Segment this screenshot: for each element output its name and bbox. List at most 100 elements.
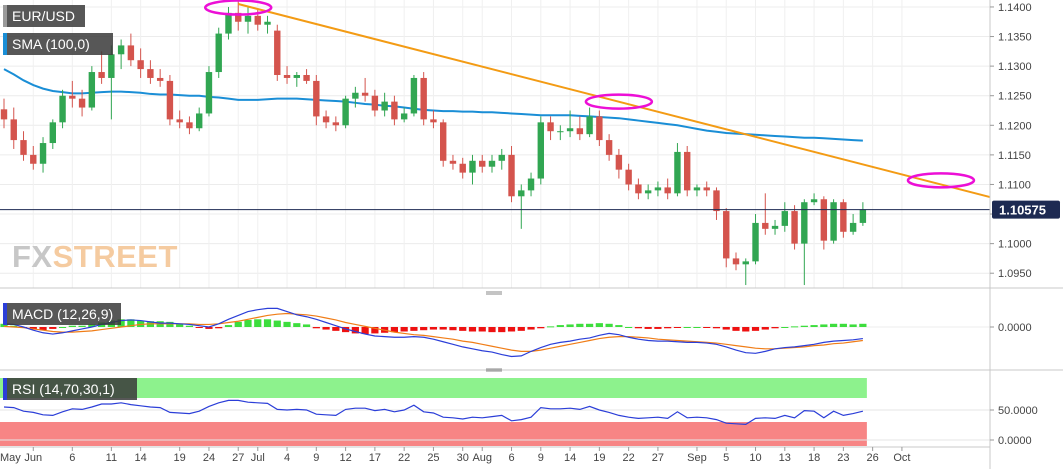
candle-body — [732, 258, 740, 265]
macd-histogram-bar — [556, 325, 564, 327]
macd-histogram-bar — [595, 323, 603, 327]
candle-body — [547, 122, 554, 132]
y-tick-label: 1.1000 — [998, 239, 1032, 251]
macd-histogram-bar — [830, 323, 838, 327]
x-tick-label: 30 — [457, 452, 469, 464]
macd-histogram-bar — [527, 327, 535, 330]
candle-body — [303, 75, 310, 81]
macd-histogram-bar — [29, 327, 37, 330]
x-tick-label: 14 — [135, 452, 147, 464]
macd-histogram-bar — [546, 326, 555, 328]
candle-body — [713, 190, 720, 212]
macd-histogram-bar — [88, 324, 96, 327]
highlight-layer — [203, 0, 976, 189]
candle-body — [449, 160, 457, 164]
macd-histogram-bar — [234, 321, 242, 327]
macd-histogram-bar — [615, 325, 623, 327]
macd-histogram-bar — [537, 327, 545, 329]
macd-histogram-bar — [361, 327, 369, 335]
x-tick-label: 17 — [369, 452, 381, 464]
candle-body — [225, 12, 232, 34]
candle-body — [166, 80, 174, 120]
candle-body — [762, 222, 769, 229]
macd-panel — [0, 307, 990, 358]
x-tick-label: 14 — [564, 452, 576, 464]
macd-histogram-bar — [859, 323, 867, 327]
macd-histogram-bar — [420, 327, 428, 331]
x-tick-label: 5 — [723, 452, 729, 464]
macd-histogram-bar — [390, 327, 398, 333]
macd-histogram-bar — [625, 327, 633, 328]
candle-body — [820, 199, 828, 241]
x-tick-label: 12 — [339, 452, 351, 464]
y-tick-label: 1.1100 — [998, 179, 1031, 191]
macd-histogram-bar — [800, 325, 808, 327]
candle-body — [430, 119, 437, 123]
x-tick-label: 19 — [593, 452, 605, 464]
candle-body — [254, 15, 261, 25]
rsi-bands — [0, 378, 867, 446]
candle-body — [410, 77, 418, 114]
candle-body — [147, 69, 154, 78]
x-tick-label: 6 — [508, 452, 514, 464]
macd-histogram-bar — [742, 327, 750, 332]
macd-histogram-bar — [263, 319, 272, 327]
macd-histogram-bar — [127, 319, 135, 327]
macd-label: MACD (12,26,9) — [12, 306, 113, 322]
x-tick-label: 27 — [652, 452, 664, 464]
macd-histogram-bar — [605, 323, 613, 327]
macd-lines — [3, 307, 863, 358]
macd-histogram-bar — [586, 323, 594, 327]
candle-body — [566, 128, 574, 132]
macd-histogram-bar — [810, 325, 818, 327]
candle-body — [440, 122, 447, 161]
candle-body — [88, 72, 96, 108]
candle-body — [791, 211, 798, 244]
x-tick-label: Aug — [472, 452, 492, 464]
candle-body — [479, 160, 486, 167]
candle-body — [156, 77, 164, 81]
x-tick-label: 27 — [232, 452, 244, 464]
highlight-ellipse — [906, 172, 976, 189]
candle-body — [654, 187, 662, 191]
candle-body — [810, 199, 818, 203]
x-tick-label: 4 — [284, 452, 290, 464]
x-tick-label: May — [0, 452, 21, 464]
y-tick-label: 1.1350 — [998, 32, 1032, 44]
macd-histogram-bar — [0, 323, 8, 327]
watermark-suffix: STREET — [53, 239, 178, 274]
macd-histogram-bar — [849, 324, 857, 327]
candle-body — [693, 187, 701, 191]
legend-rsi: RSI (14,70,30,1) — [3, 378, 137, 400]
candle-body — [10, 119, 17, 141]
candle-body — [20, 140, 27, 155]
trendline-layer — [237, 3, 991, 199]
resize-handle-macd[interactable] — [486, 291, 502, 295]
y-tick-label: 1.1250 — [998, 91, 1032, 103]
macd-histogram-bar — [703, 327, 711, 328]
candle-body — [674, 151, 681, 194]
macd-histogram-bar — [781, 327, 789, 328]
watermark-text: FXSTREET — [12, 239, 178, 274]
macd-histogram-bar — [39, 327, 47, 331]
macd-histogram-bar — [224, 325, 233, 327]
x-tick-label: 24 — [203, 452, 215, 464]
candle-body — [30, 154, 37, 164]
x-tick-label: Sep — [687, 452, 707, 464]
watermark-prefix: FX — [12, 239, 53, 274]
candle-body — [322, 116, 330, 123]
macd-histogram-bar — [176, 323, 184, 327]
macd-histogram-bar — [322, 327, 330, 330]
rsi-overbought-band — [0, 378, 867, 398]
macd-histogram-bar — [58, 327, 67, 328]
candle-body — [557, 131, 564, 133]
candle-body — [391, 101, 398, 120]
resize-handle-rsi[interactable] — [486, 368, 502, 372]
macd-histogram-bar — [790, 326, 799, 328]
candle-body — [771, 225, 779, 229]
y-tick-label: 1.1150 — [998, 150, 1031, 162]
macd-histogram-bar — [576, 323, 584, 327]
current-price-tag-background — [992, 200, 1060, 219]
macd-histogram-bar — [254, 319, 262, 327]
